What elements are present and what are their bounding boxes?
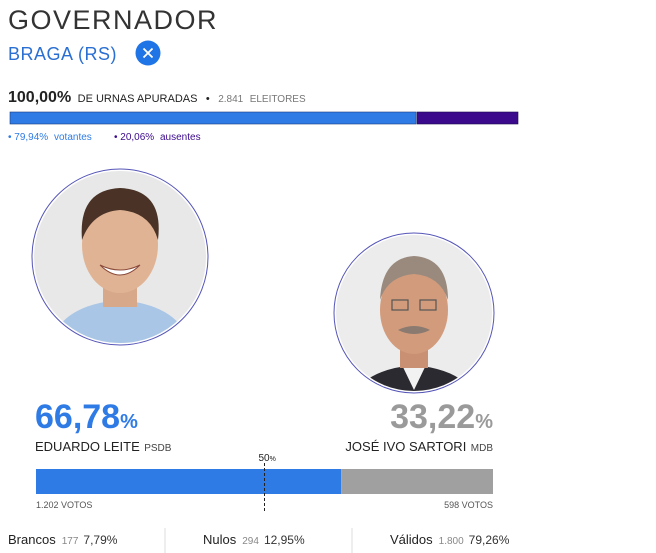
candidate-1-percent: 66,78% (35, 398, 138, 436)
bar-candidate (36, 469, 342, 494)
percent-unit: % (120, 411, 138, 433)
summary-count: 1.800 (439, 536, 464, 547)
percent-unit: % (475, 411, 493, 433)
party: MDB (471, 443, 494, 454)
photo-1 (31, 168, 209, 346)
summary-count: 177 (62, 536, 79, 547)
legend-votantes: • 79,94% votantes (8, 132, 92, 143)
apuracao-percent: 100,00% (8, 89, 71, 106)
midpoint-label: 50% (259, 453, 276, 464)
votantes-percent: 79,94% (14, 132, 48, 143)
name: JOSÉ IVO SARTORI (345, 439, 466, 454)
percent-value: 66,78 (35, 398, 120, 436)
summary-percent: 79,26% (469, 533, 510, 547)
summary-label: Nulos (203, 532, 237, 547)
close-button[interactable] (135, 40, 161, 66)
title: GOVERNADOR (8, 5, 218, 35)
party: PSDB (144, 443, 172, 454)
apuracao-label: DE URNAS APURADAS (78, 93, 198, 105)
summary-label: Brancos (8, 532, 56, 547)
ausentes-label: ausentes (160, 132, 201, 143)
candidate-2-name: JOSÉ IVO SARTORI MDB (345, 438, 493, 455)
candidate-1-name: EDUARDO LEITE PSDB (35, 438, 172, 455)
summary: Brancos 177 7,79% Nulos 294 12,95% Válidos 1.80… (8, 532, 510, 547)
percent-value: 33,22 (390, 398, 475, 436)
summary-item: Válidos 1.800 79,26% (390, 532, 510, 547)
voters: 2.841 (218, 94, 243, 105)
turnout-bar (9, 111, 519, 125)
votes-2: 598 VOTOS (444, 500, 493, 510)
midpoint-unit: % (270, 456, 276, 463)
voters-label: ELEITORES (250, 94, 306, 105)
legend-ausentes: • 20,06% ausentes (114, 132, 201, 143)
midpoint-value: 50 (259, 453, 271, 464)
ausentes-percent: 20,06% (120, 132, 154, 143)
result-bar: 50% (36, 453, 493, 511)
photo-2 (333, 232, 495, 394)
summary-item: Brancos 177 7,79% (8, 532, 118, 547)
candidate-2-percent: 33,22% (390, 398, 493, 436)
summary-percent: 12,95% (264, 533, 305, 547)
votes-1: 1.202 VOTOS (36, 500, 92, 510)
summary-label: Válidos (390, 532, 433, 547)
bar-ausentes (416, 111, 519, 125)
bar-votantes (9, 111, 417, 125)
bar-candidate (341, 469, 493, 494)
summary-percent: 7,79% (83, 533, 117, 547)
votantes-label: votantes (54, 132, 92, 143)
summary-count: 294 (242, 536, 259, 547)
apuracao-line: 100,00% DE URNAS APURADAS • 2.841 ELEITO… (8, 89, 306, 106)
summary-item: Nulos 294 12,95% (203, 532, 305, 547)
location: BRAGA (RS) (8, 44, 117, 64)
name: EDUARDO LEITE (35, 439, 140, 454)
